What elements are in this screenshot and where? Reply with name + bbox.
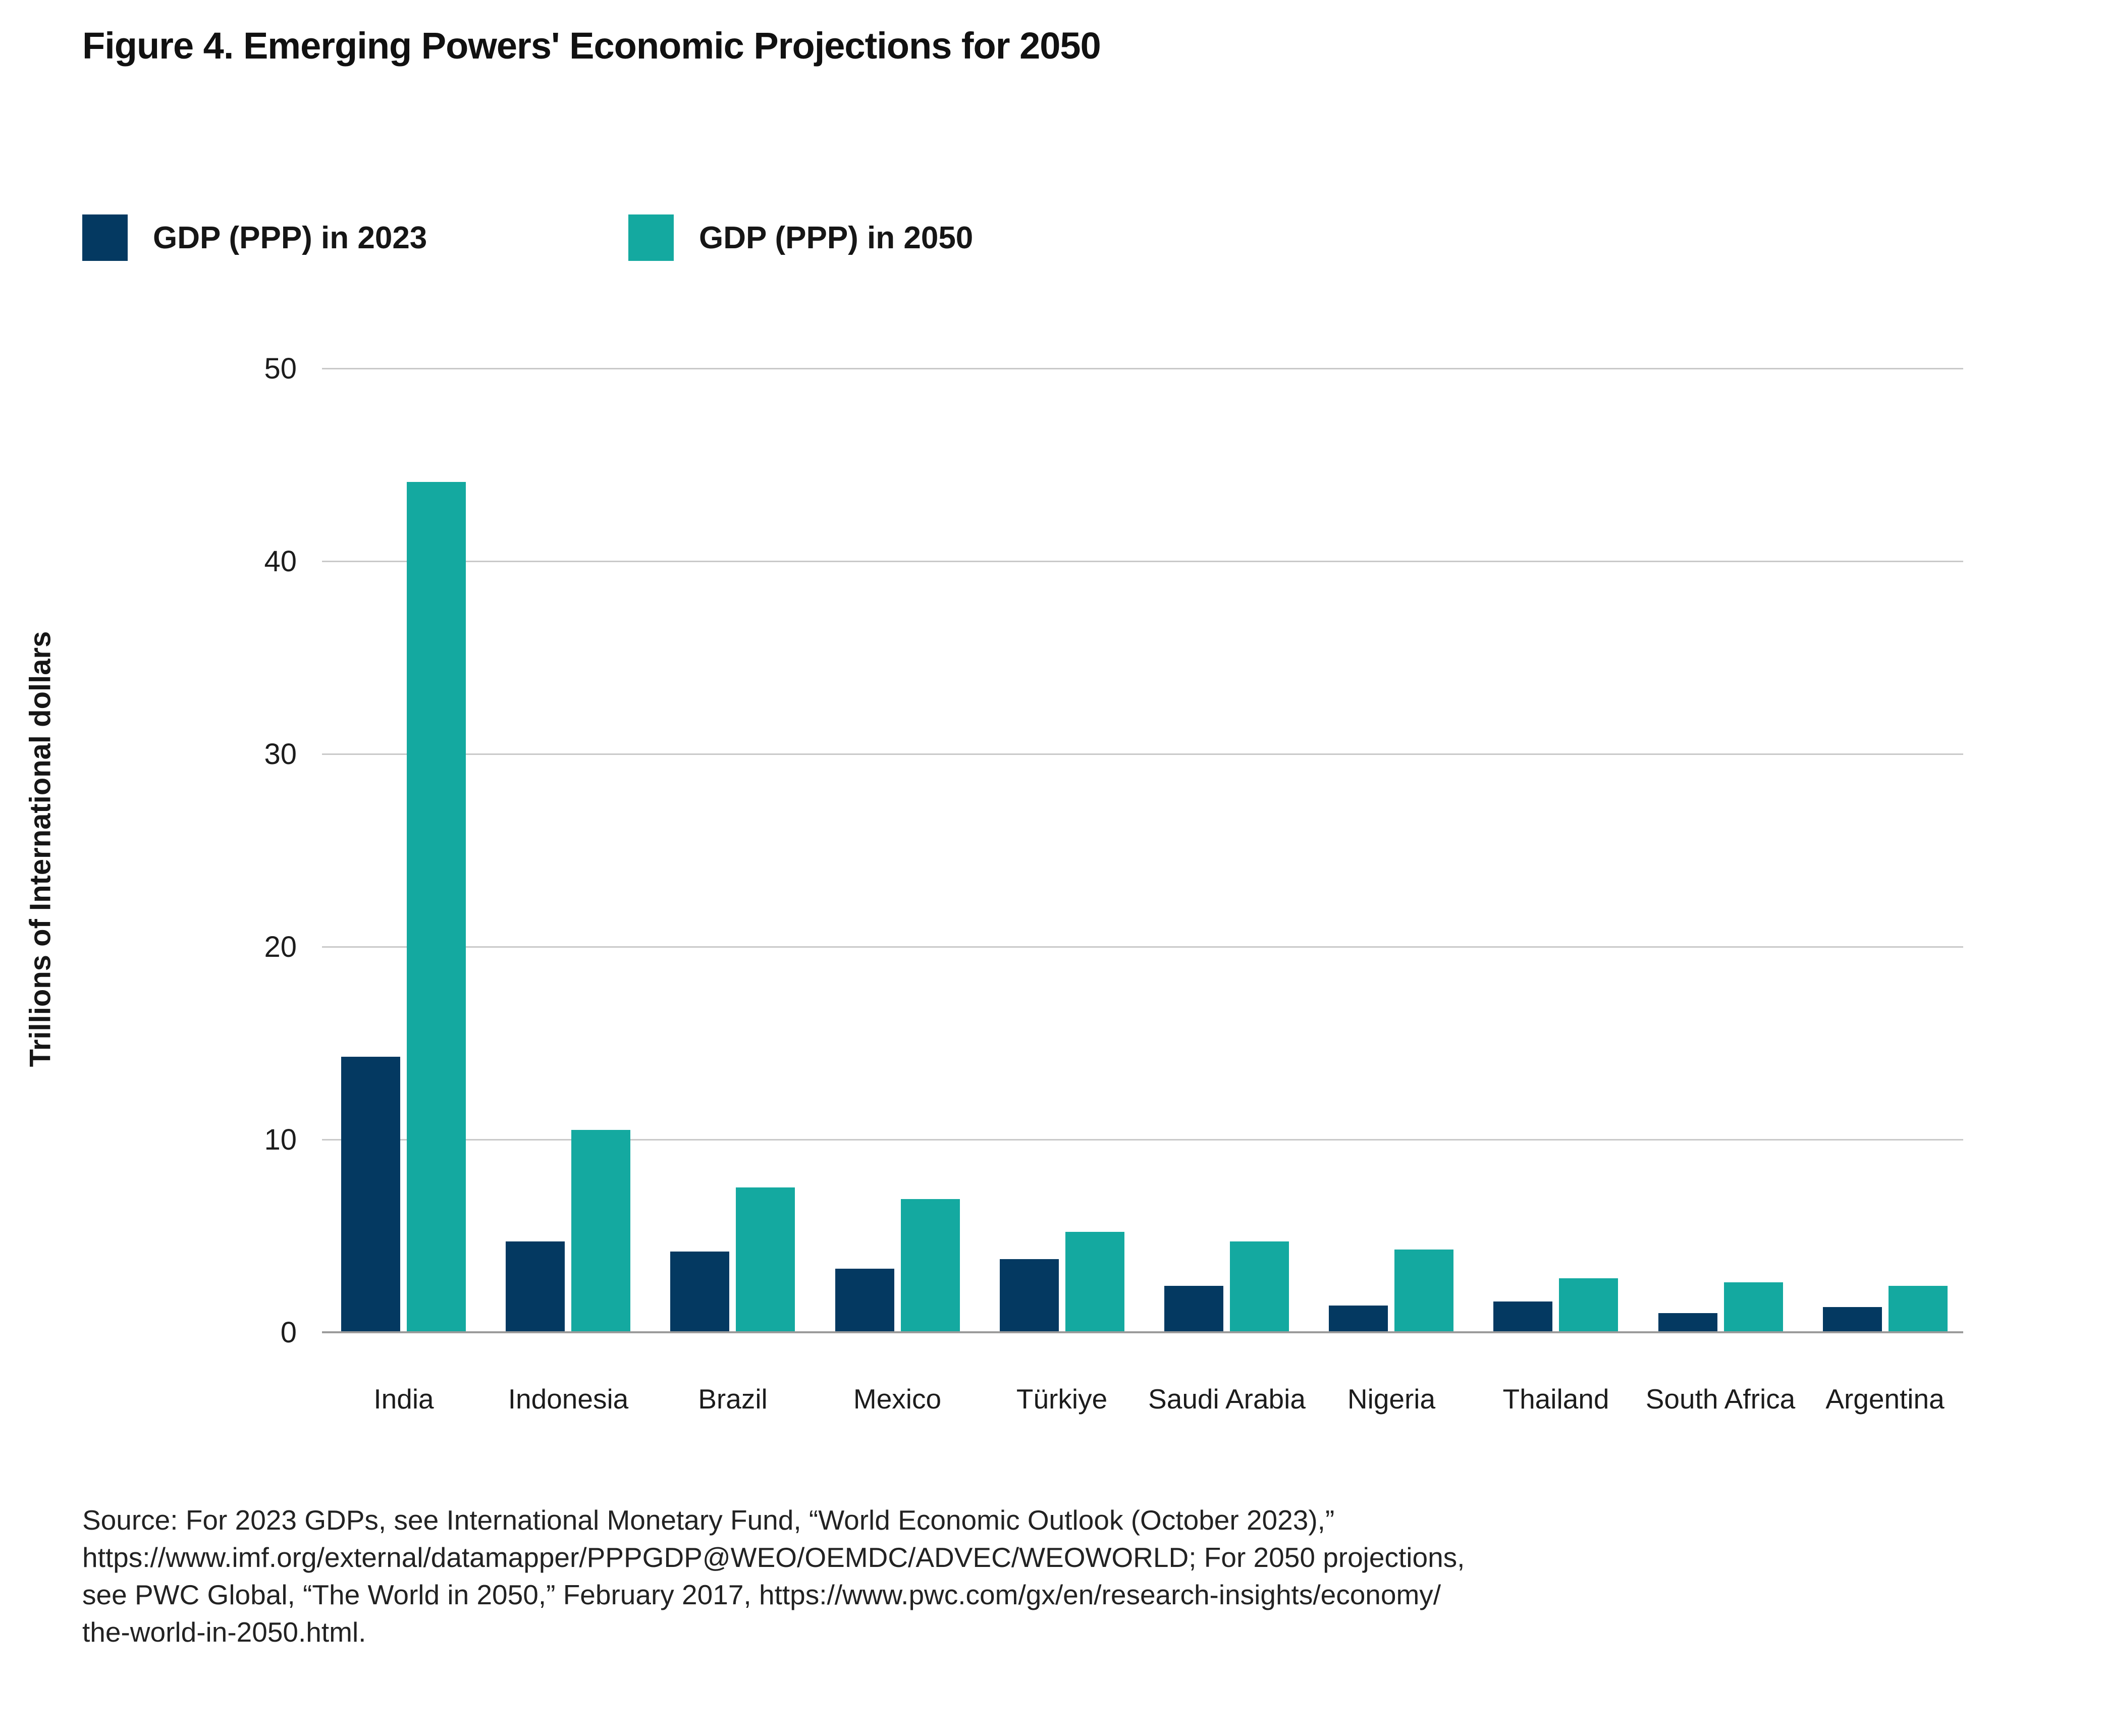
bar-argentina-2023 (1823, 1307, 1882, 1332)
legend-swatch-2023 (82, 214, 128, 261)
gridline-10 (322, 1139, 1963, 1141)
bar-south-africa-2050 (1724, 1282, 1783, 1332)
legend-swatch-2050 (628, 214, 674, 261)
legend-item-2023: GDP (PPP) in 2023 (82, 214, 427, 261)
y-tick-label-30: 30 (264, 738, 297, 771)
bar-saudi-arabia-2023 (1164, 1286, 1223, 1332)
legend: GDP (PPP) in 2023 GDP (PPP) in 2050 (82, 214, 2000, 261)
x-category-label-saudi-arabia: Saudi Arabia (1148, 1383, 1306, 1415)
legend-item-2050: GDP (PPP) in 2050 (628, 214, 973, 261)
gridline-40 (322, 561, 1963, 562)
bar-india-2050 (407, 482, 466, 1332)
bar-nigeria-2023 (1329, 1306, 1388, 1332)
bar-mexico-2023 (835, 1269, 894, 1332)
gridline-30 (322, 753, 1963, 755)
gridline-20 (322, 946, 1963, 948)
bar-saudi-arabia-2050 (1230, 1241, 1289, 1332)
y-tick-label-0: 0 (280, 1316, 297, 1349)
bar-türkiye-2023 (1000, 1259, 1059, 1332)
figure-title: Figure 4. Emerging Powers' Economic Proj… (82, 25, 1101, 67)
x-category-label-argentina: Argentina (1825, 1383, 1945, 1415)
bar-nigeria-2050 (1394, 1250, 1453, 1332)
x-category-label-south-africa: South Africa (1645, 1383, 1796, 1415)
y-tick-label-40: 40 (264, 545, 297, 578)
x-category-label-türkiye: Türkiye (1016, 1383, 1108, 1415)
bar-argentina-2050 (1889, 1286, 1948, 1332)
x-category-label-india: India (373, 1383, 434, 1415)
y-axis-title: Trillions of International dollars (24, 631, 57, 1067)
x-category-label-thailand: Thailand (1502, 1383, 1609, 1415)
legend-label-2023: GDP (PPP) in 2023 (153, 220, 427, 255)
x-category-label-indonesia: Indonesia (508, 1383, 629, 1415)
source-note: Source: For 2023 GDPs, see International… (82, 1501, 1465, 1651)
bar-indonesia-2050 (571, 1130, 630, 1332)
source-line: see PWC Global, “The World in 2050,” Feb… (82, 1579, 1441, 1610)
gridline-50 (322, 368, 1963, 369)
x-category-label-mexico: Mexico (853, 1383, 942, 1415)
x-category-label-brazil: Brazil (698, 1383, 768, 1415)
source-line: https://www.imf.org/external/datamapper/… (82, 1542, 1465, 1573)
bar-brazil-2023 (670, 1252, 729, 1332)
legend-label-2050: GDP (PPP) in 2050 (699, 220, 974, 255)
y-tick-label-50: 50 (264, 352, 297, 385)
bar-indonesia-2023 (506, 1241, 565, 1332)
bar-mexico-2050 (901, 1199, 960, 1332)
source-line: the-world-in-2050.html. (82, 1616, 366, 1648)
bar-india-2023 (341, 1057, 400, 1332)
bar-south-africa-2023 (1658, 1313, 1717, 1332)
source-line: Source: For 2023 GDPs, see International… (82, 1504, 1335, 1536)
bar-thailand-2023 (1493, 1301, 1552, 1332)
y-tick-label-10: 10 (264, 1123, 297, 1156)
x-axis-line (322, 1331, 1963, 1333)
bar-thailand-2050 (1559, 1278, 1618, 1332)
x-category-label-nigeria: Nigeria (1347, 1383, 1436, 1415)
y-tick-label-20: 20 (264, 931, 297, 963)
bar-türkiye-2050 (1065, 1232, 1124, 1332)
bar-brazil-2050 (736, 1187, 795, 1332)
